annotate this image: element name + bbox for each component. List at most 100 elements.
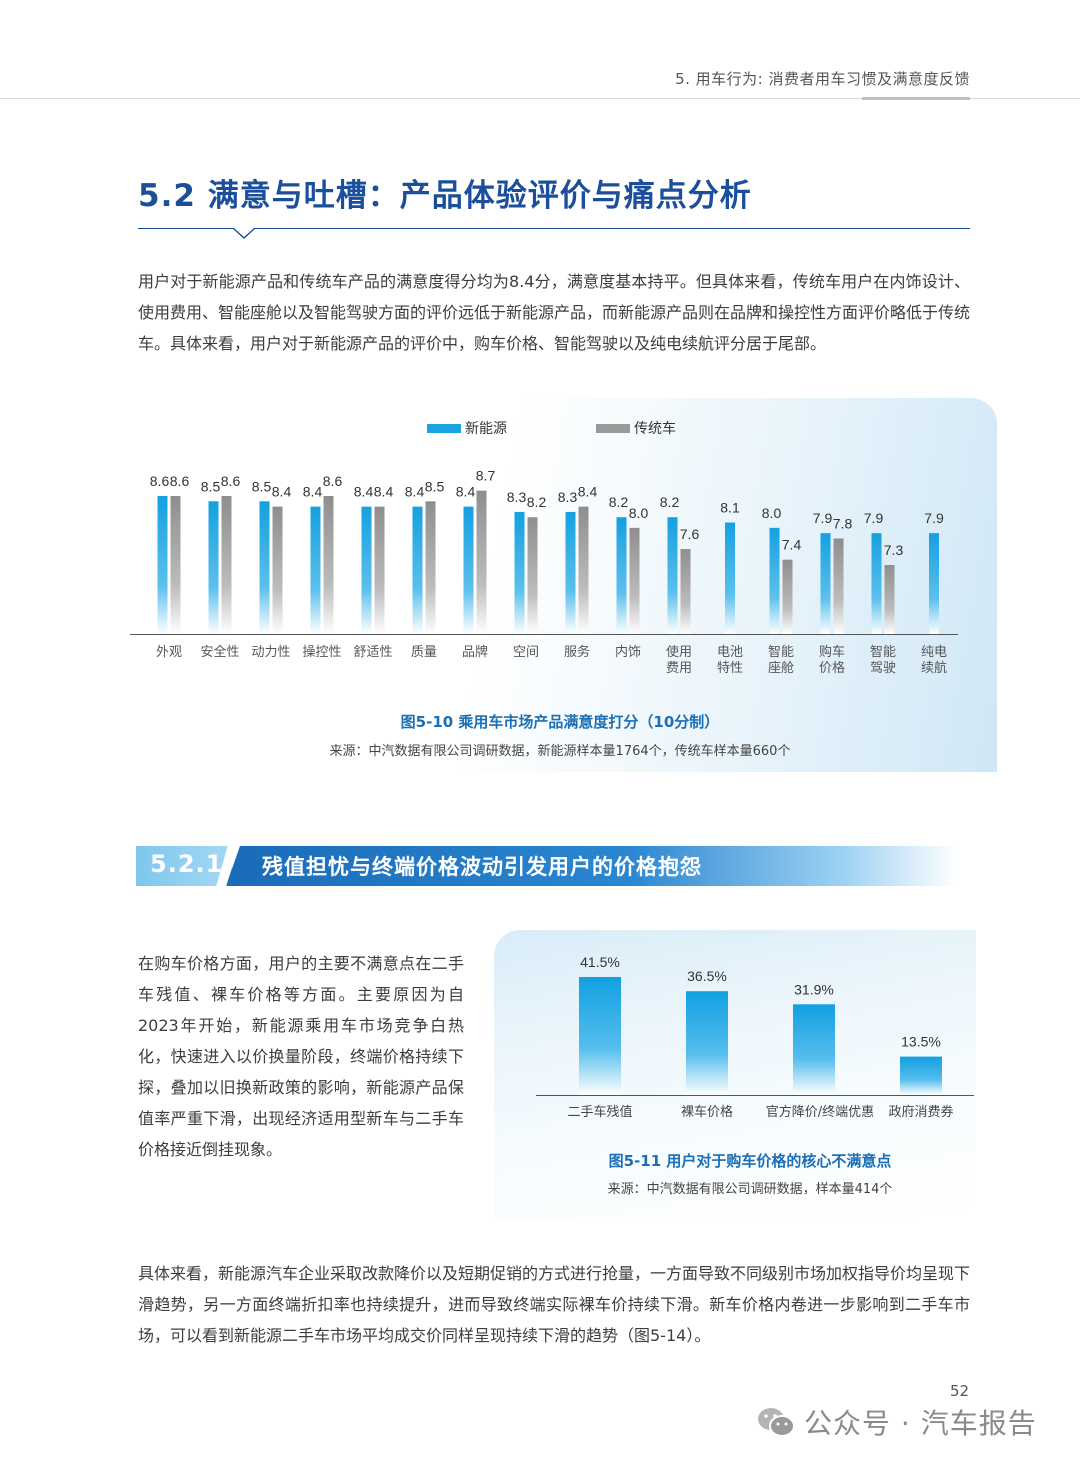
subsection-number: 5.2.1 [150, 850, 224, 878]
bar-value: 13.5% [901, 1034, 941, 1050]
bar-ice [374, 506, 385, 634]
bar-value: 31.9% [794, 981, 834, 997]
category-label: 动力性 [251, 645, 290, 660]
bar-ice [782, 559, 793, 634]
bar-ice [221, 496, 232, 634]
figure-5-11-source: 来源：中汽数据有限公司调研数据，样本量414个 [607, 1182, 893, 1197]
legend-nev-label: 新能源 [465, 421, 507, 437]
legend-ice-swatch [596, 423, 630, 433]
category-label: 舒适性 [353, 645, 392, 660]
bar-nev [310, 506, 321, 634]
figure-5-11-caption: 图5-11 用户对于购车价格的核心不满意点 [608, 1152, 892, 1170]
bar-nev-value: 8.4 [303, 484, 323, 500]
category-label: 外观 [156, 645, 182, 660]
bar-nev-value: 8.0 [762, 505, 782, 521]
bar-nev [157, 496, 168, 634]
category-label: 政府消费券 [888, 1104, 953, 1120]
category-label: 纯电 [921, 645, 947, 660]
title-divider [138, 228, 970, 229]
bar-nev-value: 8.4 [456, 484, 476, 500]
category-label: 续航 [921, 660, 947, 676]
category-label: 内饰 [615, 644, 641, 660]
category-label: 智能 [768, 645, 794, 660]
subsection-number-block [136, 846, 232, 886]
bar [793, 1004, 835, 1095]
bar-nev-value: 8.5 [252, 478, 272, 494]
bar-ice-value: 8.7 [476, 468, 496, 484]
bar-nev-value: 8.2 [660, 494, 680, 510]
legend-ice-label: 传统车 [634, 421, 676, 437]
bar-nev-value: 8.2 [609, 494, 629, 510]
category-label: 空间 [513, 645, 539, 660]
bar-ice-value: 8.6 [221, 473, 241, 489]
price-complaint-bar-chart: 41.5% 二手车残值 36.5% 裸车价格 31.9% 官方降价/终端优惠 13.5% 政府… [536, 954, 974, 1120]
category-label: 驾驶 [870, 661, 896, 676]
bar-ice [578, 506, 589, 634]
bar-nev [565, 511, 576, 634]
bar-ice-value: 8.2 [527, 494, 547, 510]
bar-ice-value: 8.6 [323, 473, 343, 489]
category-label: 官方降价/终端优惠 [766, 1104, 874, 1120]
subsection-title: 残值担忧与终端价格波动引发用户的价格抱怨 [262, 855, 702, 879]
bar-ice [170, 496, 181, 634]
bar-nev [725, 522, 735, 634]
bar-ice [323, 496, 334, 634]
bar-nev-value: 8.4 [354, 484, 374, 500]
category-label: 电池 [717, 645, 743, 660]
bar-nev [667, 517, 678, 634]
bar-ice-value: 7.6 [680, 526, 700, 542]
bar-nev-value: 7.9 [924, 510, 944, 526]
category-label: 安全性 [200, 644, 239, 660]
legend-nev: 新能源 [427, 418, 507, 438]
header-accent-bar [862, 97, 970, 100]
category-label: 质量 [411, 645, 437, 660]
market-paragraph: 具体来看，新能源汽车企业采取改款降价以及短期促销的方式进行抢量，一方面导致不同级… [138, 1264, 971, 1345]
bar-nev-value: 8.6 [150, 473, 170, 489]
category-label: 操控性 [302, 644, 341, 660]
bar-nev [616, 517, 627, 634]
bar-nev-value: 8.3 [558, 489, 578, 505]
subsection-title-bar [226, 846, 956, 886]
wechat-icon [758, 1408, 795, 1437]
header-divider [0, 98, 1080, 99]
bar-ice [272, 506, 283, 634]
bar-nev [361, 506, 372, 634]
bar-ice-value: 8.6 [170, 473, 190, 489]
bar-ice [425, 501, 436, 634]
watermark: 公众号 · 汽车报告 [756, 1402, 1037, 1442]
legend-ice: 传统车 [596, 418, 676, 438]
category-label: 座舱 [768, 661, 794, 676]
bar-ice-value: 7.3 [884, 542, 904, 558]
running-header: 5. 用车行为: 消费者用车习惯及满意度反馈 [675, 70, 970, 88]
bar-ice [833, 538, 844, 634]
bar-nev-value: 8.1 [720, 500, 740, 516]
bar-ice-value: 7.4 [782, 537, 802, 553]
page-number: 52 [950, 1382, 970, 1400]
bar-ice-value: 8.4 [374, 484, 394, 500]
bar-ice [629, 527, 640, 634]
bar-ice-value: 8.4 [578, 484, 598, 500]
bar-nev [208, 501, 219, 634]
bar [900, 1056, 942, 1095]
figure-5-10-caption: 图5-10 乘用车市场产品满意度打分（10分制） [400, 713, 720, 731]
bar-nev [259, 501, 270, 634]
bar-ice [476, 490, 487, 634]
bar-value: 41.5% [580, 954, 620, 970]
intro-paragraph: 用户对于新能源产品和传统车产品的满意度得分均为8.4分，满意度基本持平。但具体来… [138, 272, 971, 353]
bar-nev [463, 506, 474, 634]
figure-5-11-panel [494, 930, 976, 1218]
bar-ice [527, 517, 538, 634]
category-label: 使用 [666, 644, 692, 660]
category-label: 购车 [819, 644, 845, 660]
bar-ice [680, 549, 691, 634]
category-label: 二手车残值 [567, 1104, 632, 1120]
legend-nev-swatch [427, 423, 461, 433]
bar-ice-value: 8.0 [629, 505, 649, 521]
figure-5-10-source: 来源：中汽数据有限公司调研数据，新能源样本量1764个，传统车样本量660个 [329, 744, 791, 759]
price-paragraph: 在购车价格方面，用户的主要不满意点在二手车残值、裸车价格等方面。主要原因为自20… [138, 954, 464, 1159]
bar-ice-value: 7.8 [833, 515, 853, 531]
category-label: 服务 [564, 644, 590, 660]
category-label: 裸车价格 [681, 1104, 733, 1120]
bar-ice-value: 8.5 [425, 478, 445, 494]
